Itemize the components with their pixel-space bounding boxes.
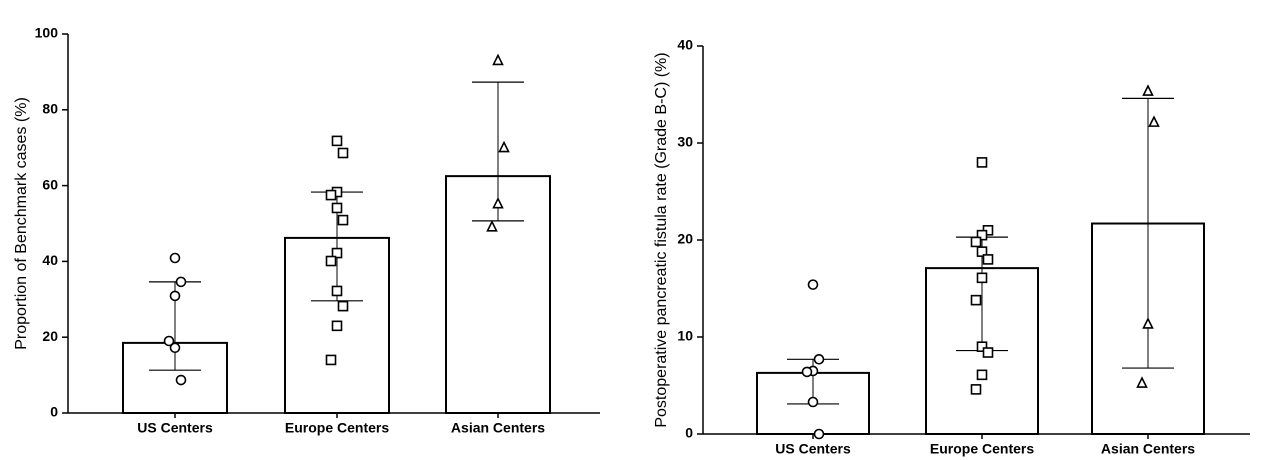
data-point xyxy=(976,246,988,257)
data-point xyxy=(982,347,994,358)
x-tick-label: Asian Centers xyxy=(451,420,545,436)
data-point xyxy=(325,354,337,366)
data-point xyxy=(970,294,982,306)
data-point xyxy=(1148,115,1160,127)
data-point xyxy=(169,342,181,354)
data-point xyxy=(331,320,343,332)
data-point xyxy=(807,396,819,408)
data-point xyxy=(325,255,337,267)
data-point xyxy=(163,335,175,347)
data-point xyxy=(175,374,187,386)
data-point xyxy=(982,254,994,265)
y-tick-label: 0 xyxy=(685,425,693,441)
data-point xyxy=(169,290,181,302)
data-point xyxy=(175,276,187,288)
y-tick-label: 10 xyxy=(677,328,693,344)
data-point xyxy=(169,252,181,264)
data-point xyxy=(1136,376,1148,388)
data-point xyxy=(331,202,343,214)
data-point xyxy=(331,135,343,147)
data-point xyxy=(331,247,343,259)
y-axis-label: Proportion of Benchmark cases (%) xyxy=(13,97,30,350)
data-point xyxy=(970,236,982,248)
y-tick-label: 40 xyxy=(42,252,58,268)
x-tick-label: Asian Centers xyxy=(1101,441,1195,457)
y-tick-label: 40 xyxy=(677,37,693,53)
data-point xyxy=(976,272,988,284)
chart: 0 20 40 60 80 100 Proportion of Benchmark case… xyxy=(13,25,600,436)
x-tick-label: US Centers xyxy=(137,420,213,436)
data-point xyxy=(486,220,498,232)
data-point xyxy=(498,140,510,153)
y-tick-label: 0 xyxy=(50,404,58,420)
y-tick-label: 30 xyxy=(677,134,693,150)
data-point xyxy=(337,147,349,159)
data-point xyxy=(337,300,349,312)
data-point xyxy=(976,229,988,241)
data-point xyxy=(492,196,504,209)
data-point xyxy=(325,189,337,201)
data-point xyxy=(813,354,825,365)
x-tick-label: US Centers xyxy=(775,441,851,457)
x-tick-label: Europe Centers xyxy=(285,420,389,436)
x-tick-label: Europe Centers xyxy=(930,441,1034,457)
data-point xyxy=(1142,317,1154,329)
y-tick-label: 20 xyxy=(42,328,58,344)
data-point xyxy=(970,384,982,395)
y-axis-label: Postoperative pancreatic fistula rate (G… xyxy=(653,52,670,427)
data-point xyxy=(1142,84,1154,96)
data-point xyxy=(976,369,988,381)
data-point xyxy=(976,341,988,353)
chart: 0 10 20 30 40 Postoperative pancreatic fistul… xyxy=(653,37,1250,457)
y-tick-label: 60 xyxy=(42,176,58,192)
y-tick-label: 100 xyxy=(35,25,59,41)
y-tick-label: 20 xyxy=(677,231,693,247)
data-point xyxy=(331,285,343,297)
data-point xyxy=(813,428,825,440)
data-point xyxy=(976,157,988,168)
data-point xyxy=(337,214,349,226)
data-point xyxy=(807,279,819,290)
data-point xyxy=(801,366,813,378)
y-tick-label: 80 xyxy=(42,101,58,117)
data-point xyxy=(492,53,504,66)
